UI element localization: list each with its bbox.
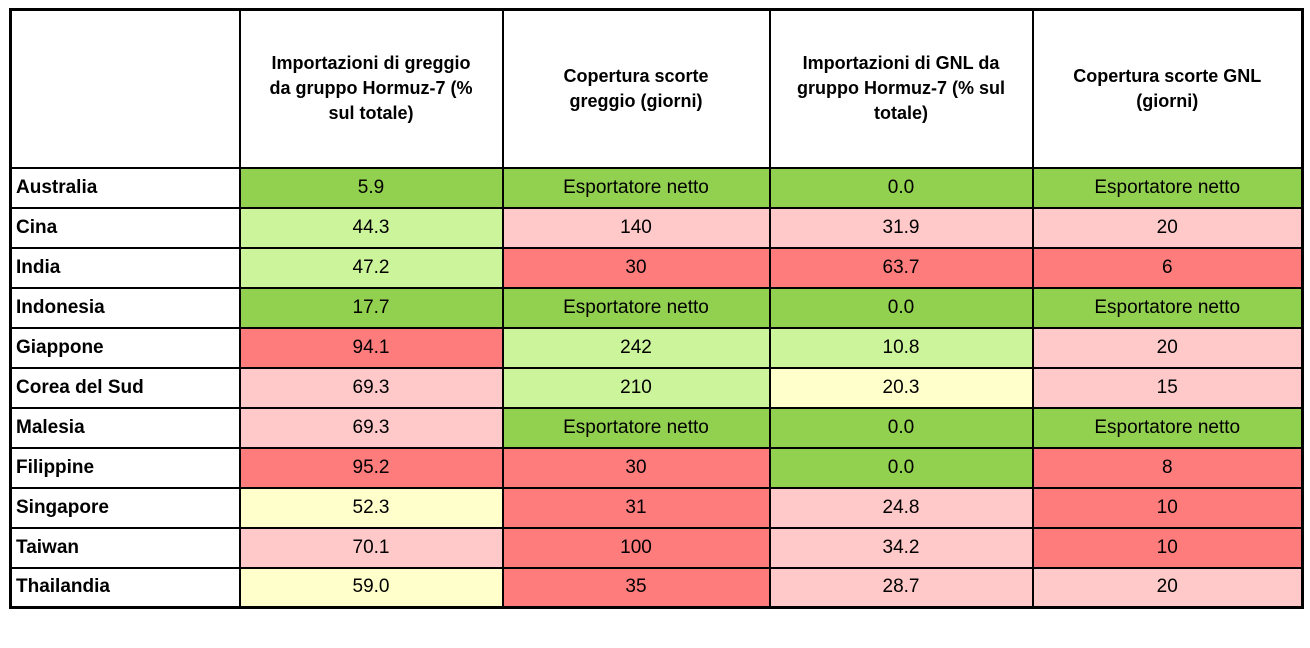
header-row: Importazioni di greggio da gruppo Hormuz… (9, 8, 1304, 169)
country-label: India (9, 246, 241, 289)
value-cell: 69.3 (238, 406, 504, 449)
value-cell: 52.3 (238, 486, 504, 529)
country-label: Australia (9, 166, 241, 209)
corner-cell (9, 8, 241, 169)
value-cell: 24.8 (768, 486, 1034, 529)
value-cell: 0.0 (768, 286, 1034, 329)
value-cell: Esportatore netto (501, 166, 771, 209)
value-cell: 20 (1031, 326, 1304, 369)
table-row: Thailandia 59.0 35 28.7 20 (9, 566, 1304, 609)
table-row: Malesia 69.3 Esportatore netto 0.0 Esportato… (9, 406, 1304, 449)
hormuz-exposure-table: Importazioni di greggio da gruppo Hormuz… (9, 8, 1304, 609)
value-cell: 70.1 (238, 526, 504, 569)
value-cell: 30 (501, 446, 771, 489)
value-cell: 5.9 (238, 166, 504, 209)
country-label: Taiwan (9, 526, 241, 569)
value-cell: 28.7 (768, 566, 1034, 609)
table-row: Corea del Sud 69.3 210 20.3 15 (9, 366, 1304, 409)
value-cell: 30 (501, 246, 771, 289)
country-label: Malesia (9, 406, 241, 449)
value-cell: 59.0 (238, 566, 504, 609)
value-cell: 10 (1031, 486, 1304, 529)
value-cell: 242 (501, 326, 771, 369)
country-label: Filippine (9, 446, 241, 489)
value-cell: Esportatore netto (501, 406, 771, 449)
value-cell: 100 (501, 526, 771, 569)
value-cell: 6 (1031, 246, 1304, 289)
value-cell: 20 (1031, 566, 1304, 609)
value-cell: 140 (501, 206, 771, 249)
table-row: Taiwan 70.1 100 34.2 10 (9, 526, 1304, 569)
value-cell: 210 (501, 366, 771, 409)
table-row: Filippine 95.2 30 0.0 8 (9, 446, 1304, 489)
country-label: Corea del Sud (9, 366, 241, 409)
table-row: Singapore 52.3 31 24.8 10 (9, 486, 1304, 529)
value-cell: 0.0 (768, 406, 1034, 449)
value-cell: 35 (501, 566, 771, 609)
value-cell: Esportatore netto (501, 286, 771, 329)
value-cell: 95.2 (238, 446, 504, 489)
value-cell: 34.2 (768, 526, 1034, 569)
column-header-lng-stock-cover: Copertura scorte GNL (giorni) (1031, 8, 1304, 169)
value-cell: 20.3 (768, 366, 1034, 409)
value-cell: 15 (1031, 366, 1304, 409)
country-label: Giappone (9, 326, 241, 369)
table-row: India 47.2 30 63.7 6 (9, 246, 1304, 289)
value-cell: 31 (501, 486, 771, 529)
value-cell: 44.3 (238, 206, 504, 249)
column-header-crude-imports: Importazioni di greggio da gruppo Hormuz… (238, 8, 504, 169)
value-cell: 63.7 (768, 246, 1034, 289)
table-row: Australia 5.9 Esportatore netto 0.0 Esportat… (9, 166, 1304, 209)
column-header-crude-stock-cover: Copertura scorte greggio (giorni) (501, 8, 771, 169)
value-cell: Esportatore netto (1031, 406, 1304, 449)
value-cell: 31.9 (768, 206, 1034, 249)
value-cell: Esportatore netto (1031, 286, 1304, 329)
country-label: Indonesia (9, 286, 241, 329)
value-cell: 0.0 (768, 446, 1034, 489)
value-cell: 20 (1031, 206, 1304, 249)
country-label: Cina (9, 206, 241, 249)
value-cell: 69.3 (238, 366, 504, 409)
value-cell: 17.7 (238, 286, 504, 329)
table-row: Cina 44.3 140 31.9 20 (9, 206, 1304, 249)
country-label: Singapore (9, 486, 241, 529)
value-cell: 47.2 (238, 246, 504, 289)
table-row: Indonesia 17.7 Esportatore netto 0.0 Esporta… (9, 286, 1304, 329)
value-cell: 10.8 (768, 326, 1034, 369)
value-cell: 0.0 (768, 166, 1034, 209)
value-cell: 10 (1031, 526, 1304, 569)
table-row: Giappone 94.1 242 10.8 20 (9, 326, 1304, 369)
value-cell: Esportatore netto (1031, 166, 1304, 209)
value-cell: 8 (1031, 446, 1304, 489)
value-cell: 94.1 (238, 326, 504, 369)
country-label: Thailandia (9, 566, 241, 609)
column-header-lng-imports: Importazioni di GNL da gruppo Hormuz-7 (… (768, 8, 1034, 169)
